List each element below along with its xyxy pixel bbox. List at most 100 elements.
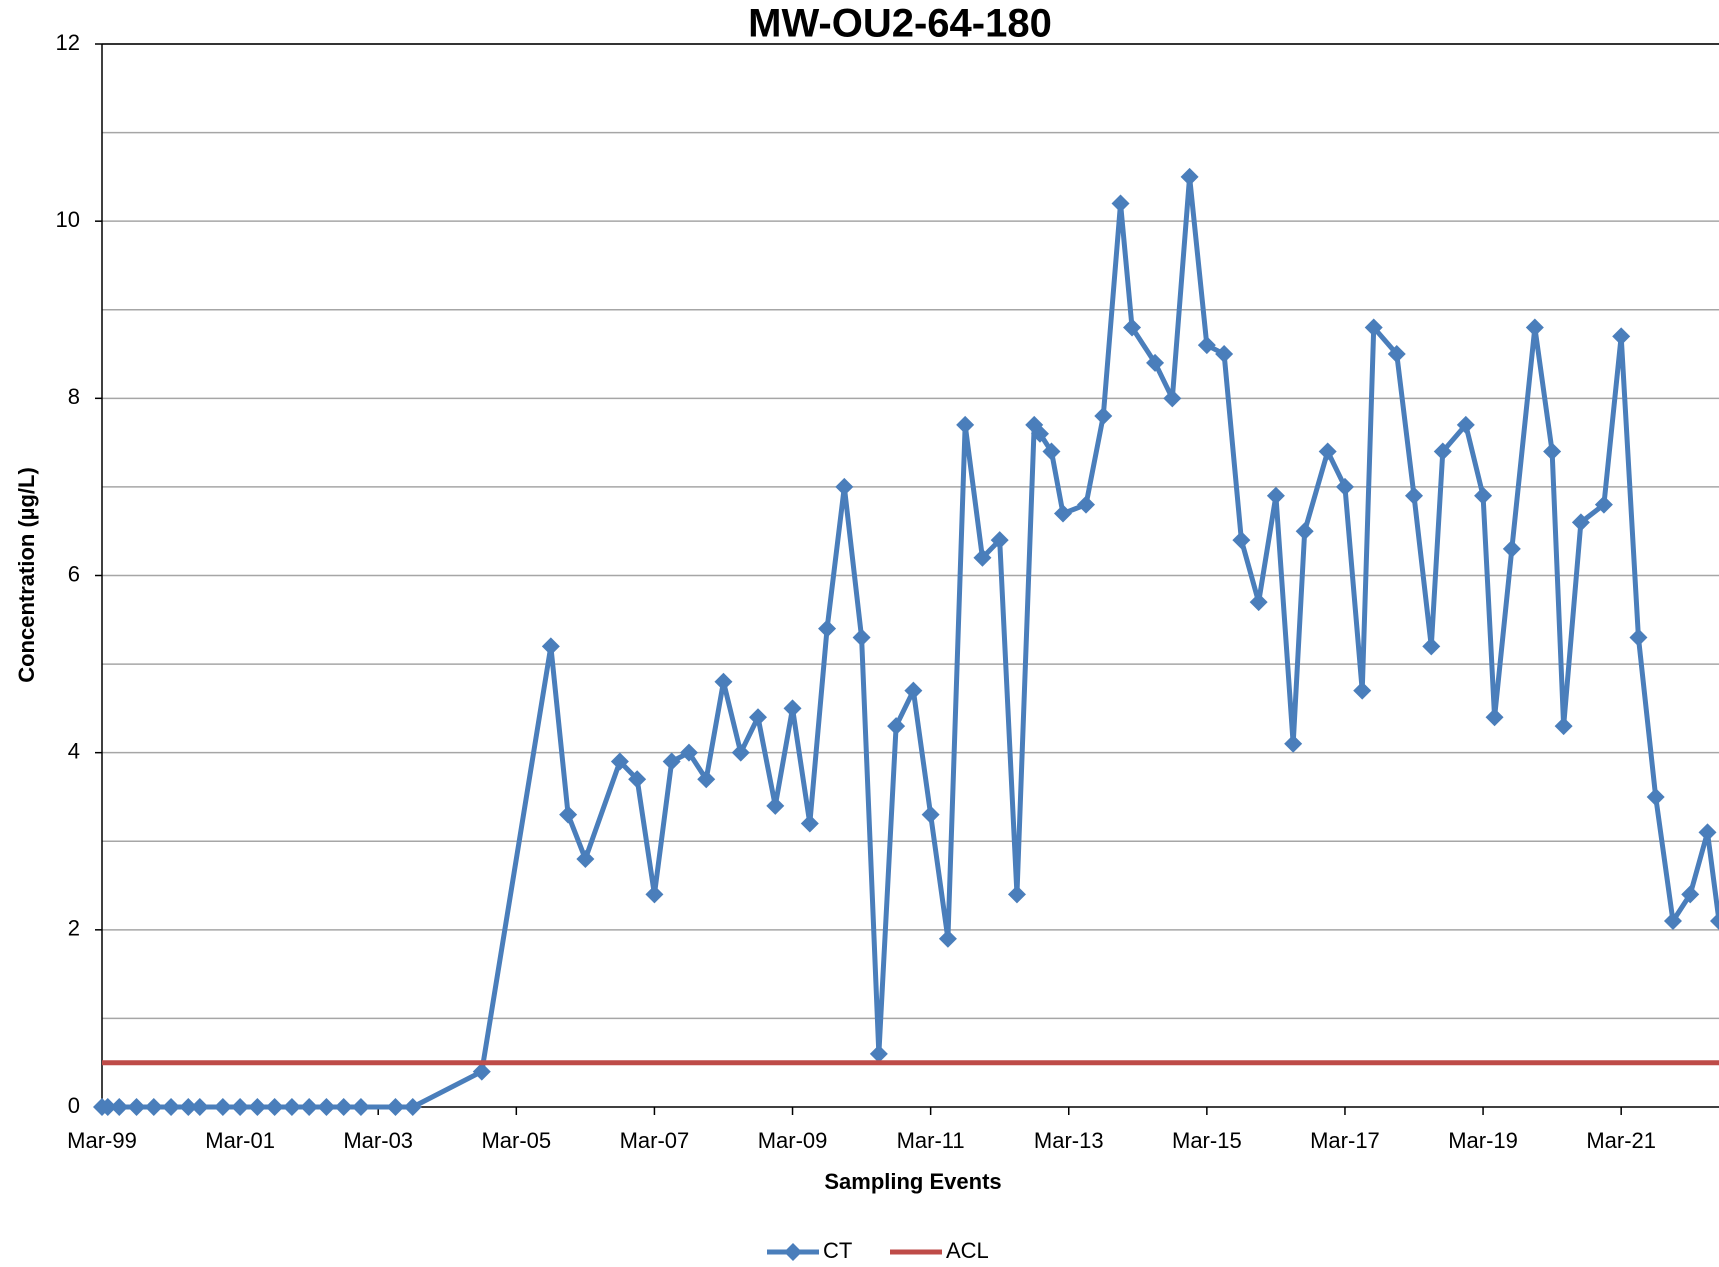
data-point — [783, 699, 802, 718]
data-point — [1030, 424, 1049, 443]
data-point — [1422, 637, 1441, 656]
data-point — [1249, 593, 1268, 612]
data-point — [731, 743, 750, 762]
x-tick-label: Mar-09 — [758, 1128, 828, 1153]
x-tick-label: Mar-19 — [1448, 1128, 1518, 1153]
data-point — [800, 814, 819, 833]
data-point — [1094, 407, 1113, 426]
data-point — [835, 477, 854, 496]
legend-label: ACL — [946, 1238, 989, 1263]
data-point — [1215, 345, 1234, 364]
y-tick-label: 0 — [68, 1093, 80, 1118]
data-point — [766, 796, 785, 815]
data-point — [248, 1098, 267, 1116]
data-point — [1646, 787, 1665, 806]
data-point — [1502, 539, 1521, 558]
data-point — [1663, 911, 1682, 930]
axes: 0 2 4 6 8 10 12 Mar-99 Mar-01 Mar-03 Mar-05 Mar-07 M… — [56, 30, 1719, 1153]
y-tick-label: 2 — [68, 916, 80, 941]
data-point — [1180, 167, 1199, 186]
data-point — [559, 805, 578, 824]
x-tick-label: Mar-15 — [1172, 1128, 1242, 1153]
x-tick-label: Mar-07 — [620, 1128, 690, 1153]
data-point — [1042, 442, 1061, 461]
data-point — [610, 752, 629, 771]
data-point — [1554, 717, 1573, 736]
data-point — [887, 717, 906, 736]
data-point — [938, 929, 957, 948]
data-point — [1629, 628, 1648, 647]
x-tick-label: Mar-17 — [1310, 1128, 1380, 1153]
data-point — [1146, 353, 1165, 372]
data-point — [1571, 513, 1590, 532]
data-point — [628, 770, 647, 789]
data-point — [1543, 442, 1562, 461]
data-point — [472, 1062, 491, 1081]
data-point — [714, 672, 733, 691]
x-axis-title: Sampling Events — [824, 1169, 1001, 1194]
data-point — [1295, 522, 1314, 541]
data-point — [386, 1098, 405, 1116]
data-point — [697, 770, 716, 789]
data-point — [127, 1098, 146, 1116]
data-point — [990, 531, 1009, 550]
data-point — [1284, 734, 1303, 753]
y-tick-label: 6 — [68, 561, 80, 586]
plot-area — [93, 167, 1719, 1116]
data-point — [1405, 486, 1424, 505]
legend-label: CT — [823, 1238, 852, 1263]
data-point — [1077, 495, 1096, 514]
data-point — [144, 1098, 163, 1116]
data-point — [300, 1098, 319, 1116]
data-point — [904, 681, 923, 700]
data-point — [869, 1044, 888, 1063]
data-point — [1698, 823, 1717, 842]
y-tick-label: 8 — [68, 384, 80, 409]
data-point — [1456, 415, 1475, 434]
data-point — [1485, 708, 1504, 727]
data-point — [265, 1098, 284, 1116]
data-point — [1612, 327, 1631, 346]
data-point — [98, 1098, 117, 1116]
data-point — [1525, 318, 1544, 337]
data-point — [179, 1098, 198, 1116]
series-line — [102, 174, 1719, 1110]
legend: CT ACL — [767, 1238, 989, 1263]
chart-title: MW-OU2-64-180 — [748, 2, 1052, 46]
x-tick-label: Mar-05 — [481, 1128, 551, 1153]
legend-marker — [784, 1243, 802, 1261]
data-point — [956, 415, 975, 434]
data-point — [576, 849, 595, 868]
data-point — [541, 637, 560, 656]
data-point — [317, 1098, 336, 1116]
x-tick-label: Mar-21 — [1586, 1128, 1656, 1153]
y-tick-label: 12 — [56, 30, 80, 55]
data-point — [1594, 495, 1613, 514]
data-point — [351, 1098, 370, 1116]
data-point — [852, 628, 871, 647]
data-point — [1335, 477, 1354, 496]
x-tick-label: Mar-11 — [897, 1128, 965, 1153]
data-point — [818, 619, 837, 638]
data-point — [645, 885, 664, 904]
y-axis-title: Concentration (µg/L) — [14, 467, 39, 683]
data-point — [1433, 442, 1452, 461]
data-point — [403, 1098, 422, 1116]
x-tick-label: Mar-01 — [205, 1128, 275, 1153]
x-tick-label: Mar-03 — [343, 1128, 413, 1153]
data-point — [1163, 389, 1182, 408]
data-point — [1681, 885, 1700, 904]
data-point — [190, 1098, 209, 1116]
data-point — [110, 1098, 129, 1116]
data-point — [1318, 442, 1337, 461]
data-point — [1387, 345, 1406, 364]
data-point — [1364, 318, 1383, 337]
data-point — [1266, 486, 1285, 505]
y-tick-label: 10 — [56, 207, 80, 232]
data-point — [1353, 681, 1372, 700]
data-point — [213, 1098, 232, 1116]
data-point — [162, 1098, 181, 1116]
grid — [102, 43, 1719, 1020]
